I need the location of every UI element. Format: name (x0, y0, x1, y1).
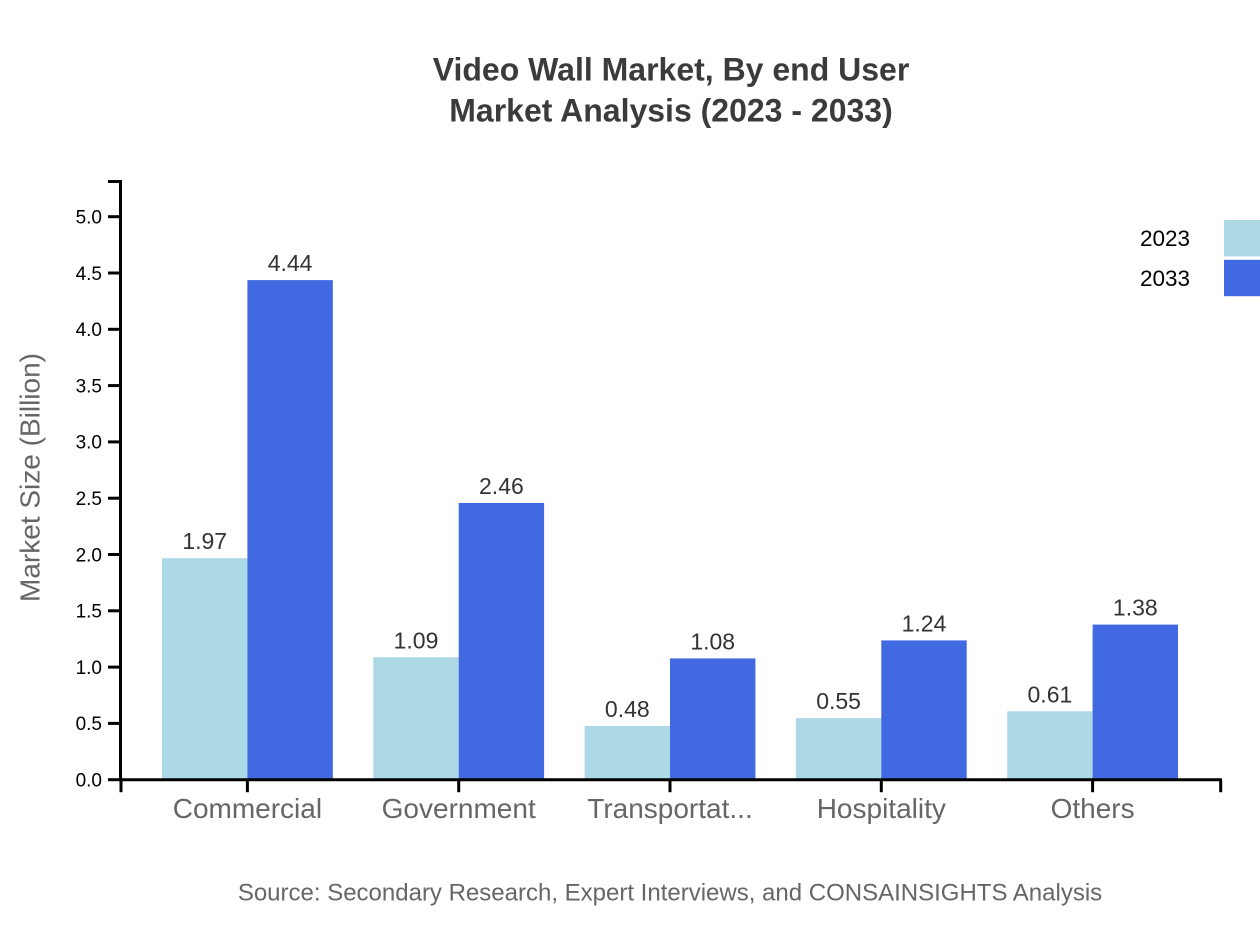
svg-text:4.5: 4.5 (76, 264, 102, 285)
svg-text:2.0: 2.0 (76, 545, 102, 566)
svg-text:1.0: 1.0 (76, 658, 102, 679)
svg-text:1.38: 1.38 (1113, 595, 1158, 621)
svg-text:Commercial: Commercial (173, 793, 322, 824)
svg-text:Market Analysis (2023 - 2033): Market Analysis (2023 - 2033) (449, 92, 893, 128)
svg-text:Transportat...: Transportat... (587, 793, 752, 824)
svg-text:5.0: 5.0 (76, 208, 102, 229)
svg-text:1.08: 1.08 (690, 628, 735, 654)
svg-text:Others: Others (1051, 793, 1135, 824)
svg-text:4.0: 4.0 (76, 320, 102, 341)
svg-text:2023: 2023 (1140, 226, 1190, 251)
svg-text:Government: Government (382, 793, 536, 824)
svg-text:0.5: 0.5 (76, 714, 102, 735)
svg-text:2033: 2033 (1140, 266, 1190, 291)
svg-text:1.97: 1.97 (182, 528, 227, 554)
svg-text:3.5: 3.5 (76, 376, 102, 397)
svg-text:0.48: 0.48 (605, 696, 650, 722)
svg-text:2.5: 2.5 (76, 489, 102, 510)
svg-text:3.0: 3.0 (76, 433, 102, 454)
svg-text:Source: Secondary Research, Ex: Source: Secondary Research, Expert Inter… (238, 880, 1102, 907)
svg-text:Hospitality: Hospitality (817, 793, 946, 824)
svg-text:1.24: 1.24 (902, 610, 947, 636)
svg-text:2.46: 2.46 (479, 473, 524, 499)
svg-text:Video Wall Market, By end User: Video Wall Market, By end User (433, 52, 910, 88)
svg-text:0.0: 0.0 (76, 771, 102, 792)
svg-text:0.61: 0.61 (1028, 681, 1073, 707)
svg-text:4.44: 4.44 (268, 250, 313, 276)
svg-text:0.55: 0.55 (816, 688, 861, 714)
svg-text:Market Size (Billion): Market Size (Billion) (15, 353, 46, 602)
svg-text:1.09: 1.09 (394, 627, 439, 653)
svg-text:1.5: 1.5 (76, 602, 102, 623)
